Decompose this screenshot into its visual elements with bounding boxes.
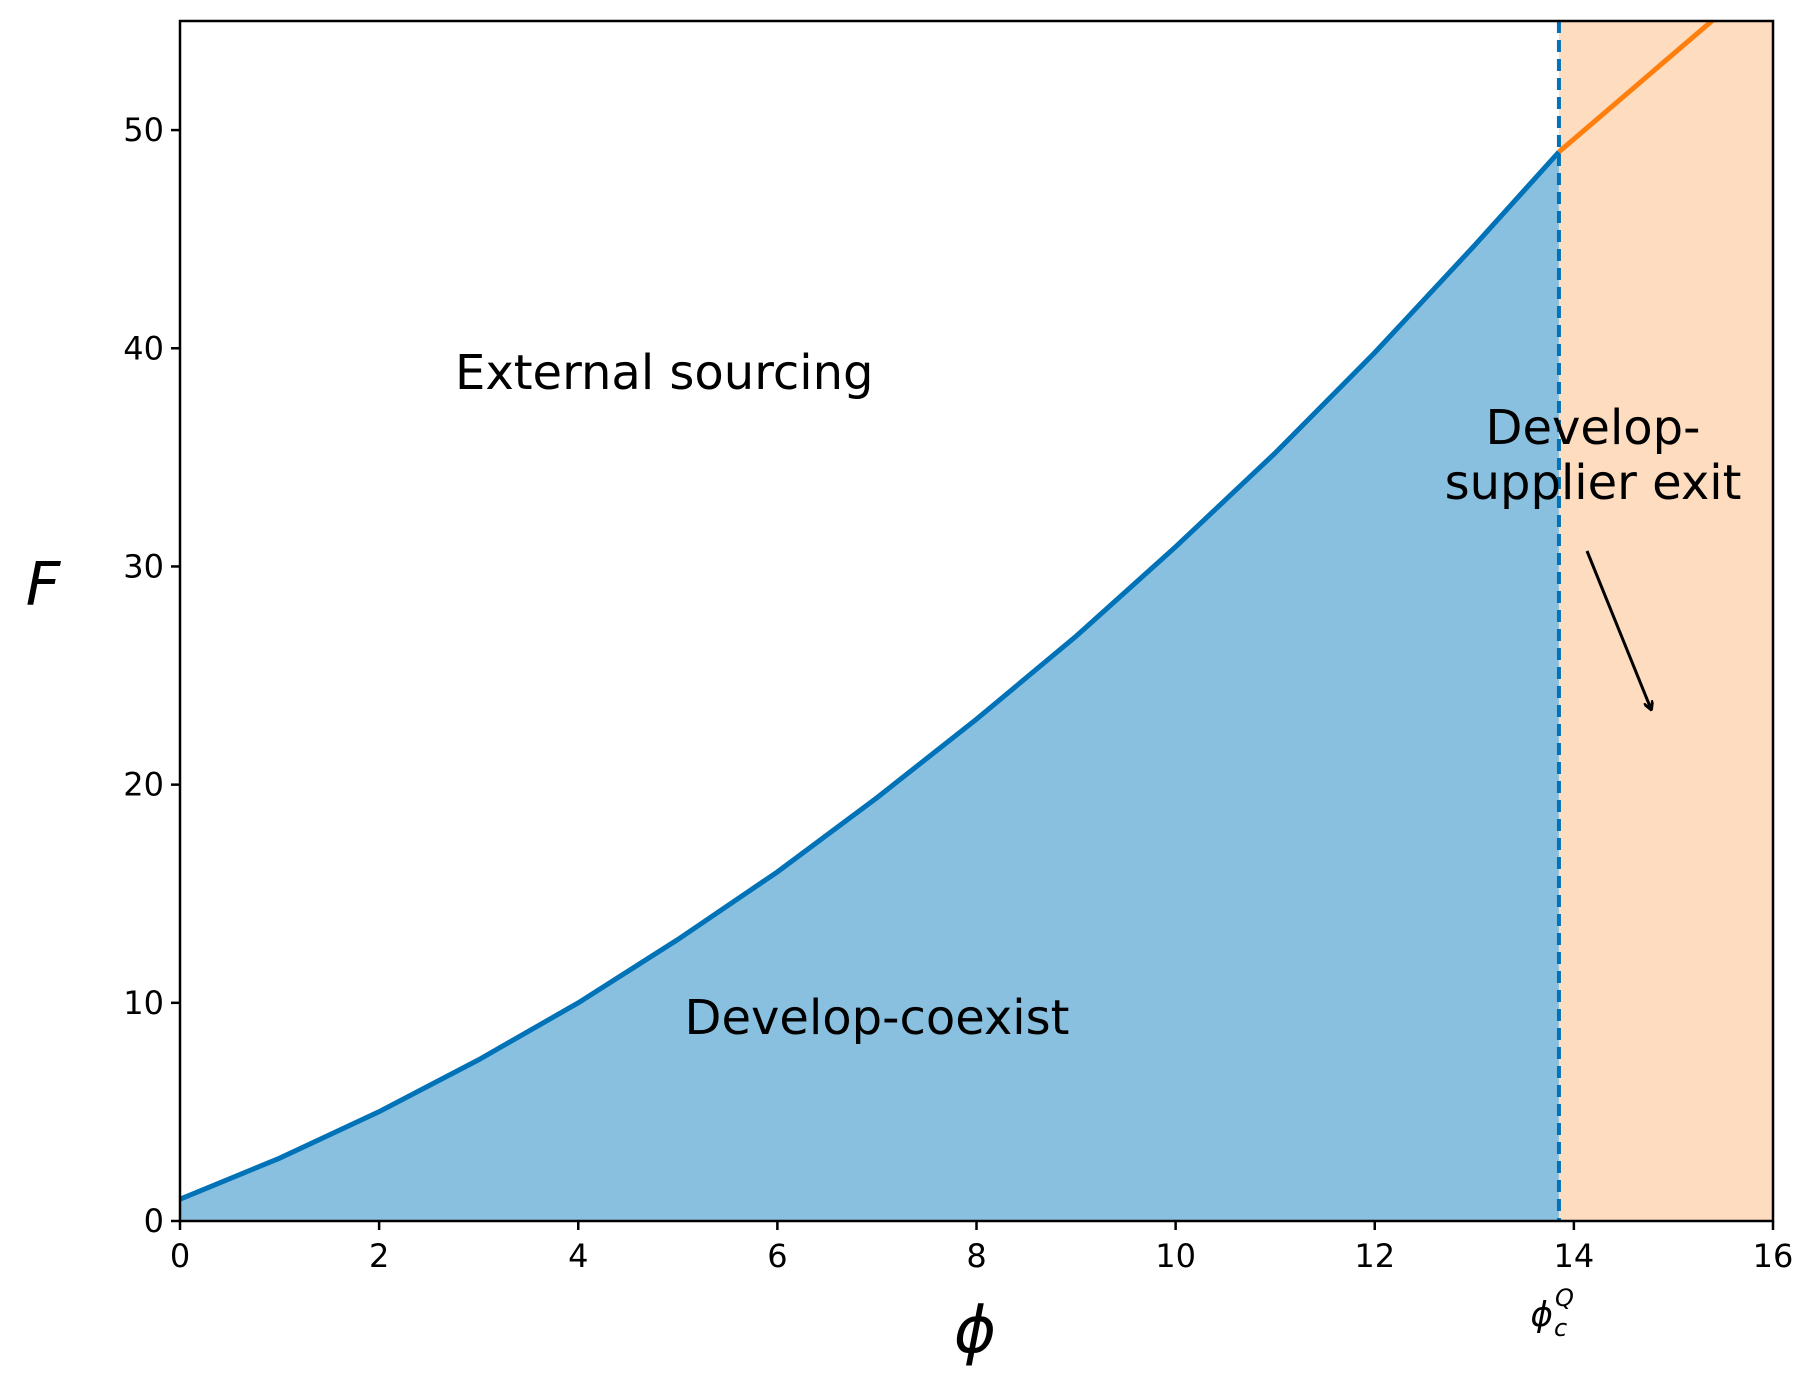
- annotation-arrow: [1585, 550, 1651, 709]
- y-axis-label: F: [26, 550, 62, 620]
- plot-area: [180, 21, 1773, 1221]
- y-tick-label: 40: [123, 329, 164, 367]
- x-axis-label: ϕ: [954, 1294, 996, 1368]
- y-tick-label: 10: [123, 984, 164, 1022]
- x-tick-label: 16: [1753, 1237, 1794, 1275]
- y-tick-label: 30: [123, 547, 164, 585]
- x-tick-label: 8: [966, 1237, 986, 1275]
- x-tick-label: 0: [170, 1237, 190, 1275]
- x-tick-label: 12: [1354, 1237, 1395, 1275]
- region-label: Develop-: [1486, 400, 1701, 456]
- x-tick-label: 10: [1155, 1237, 1196, 1275]
- y-tick-label: 20: [123, 766, 164, 804]
- line: [180, 150, 1561, 1202]
- region-label: Develop-coexist: [685, 990, 1070, 1046]
- x-tick-label: 6: [767, 1237, 787, 1275]
- x-tick-label: 2: [369, 1237, 389, 1275]
- region-fill: [1558, 21, 1773, 1221]
- y-tick-label: 0: [144, 1202, 164, 1240]
- region-label: External sourcing: [455, 345, 874, 401]
- y-tick-label: 50: [123, 111, 164, 149]
- line: [1557, 21, 1716, 154]
- threshold-sub: c: [1554, 1314, 1567, 1342]
- x-tick-label: 14: [1554, 1237, 1595, 1275]
- threshold-symbol: ϕ: [1531, 1295, 1553, 1335]
- x-tick-label: 4: [568, 1237, 588, 1275]
- area: [180, 151, 1559, 1221]
- threshold-sup: Q: [1555, 1284, 1574, 1312]
- region-label: supplier exit: [1445, 455, 1742, 511]
